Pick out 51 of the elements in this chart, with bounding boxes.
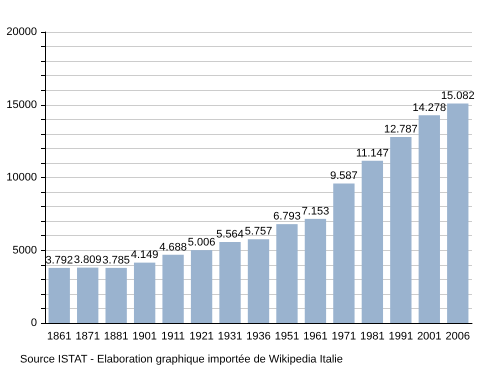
x-tick-label: 1881 (104, 330, 128, 342)
bar (162, 254, 184, 323)
source-note: Source ISTAT - Elaboration graphique importée de Wikipedia Italie (20, 354, 343, 366)
x-tick-label: 1871 (75, 330, 100, 342)
y-tick-label: 20000 (6, 26, 37, 38)
data-label: 7.153 (302, 205, 330, 218)
bar (447, 104, 468, 323)
data-label: 14.278 (412, 102, 446, 114)
x-tick-label: 1936 (246, 330, 271, 342)
data-label: 3.792 (45, 254, 73, 266)
bar (105, 268, 127, 323)
bar (48, 268, 70, 323)
y-tick-label: 0 (30, 317, 37, 329)
x-tick-label: 1951 (274, 330, 300, 342)
data-label: 5.006 (188, 236, 216, 249)
y-tick-label: 5000 (12, 244, 37, 256)
data-label: 6.793 (273, 210, 301, 223)
bar (418, 115, 440, 323)
bar (219, 242, 241, 323)
data-label: 3.809 (74, 254, 102, 266)
x-tick-label: 1901 (132, 330, 157, 342)
bar (190, 250, 212, 323)
data-label: 4.149 (130, 249, 158, 262)
x-tick-label: 2006 (446, 330, 470, 342)
bar (248, 239, 270, 323)
x-tick-label: 1911 (161, 330, 185, 342)
data-label: 4.688 (159, 241, 187, 254)
x-tick-label: 1991 (388, 330, 414, 342)
x-tick-label: 2001 (417, 330, 442, 342)
bar (333, 184, 355, 323)
bar (276, 224, 298, 323)
bar (77, 268, 98, 323)
data-label: 5.564 (216, 228, 244, 241)
data-label: 5.757 (244, 226, 272, 238)
x-tick-label: 1961 (303, 330, 328, 342)
data-label: 12.787 (384, 123, 418, 136)
x-tick-label: 1931 (218, 330, 242, 342)
data-label: 11.147 (356, 147, 389, 160)
data-label: 3.785 (102, 254, 130, 266)
x-tick-label: 1861 (46, 330, 72, 342)
data-label: 15.082 (440, 90, 475, 102)
bar (390, 136, 412, 323)
y-tick-label: 15000 (6, 98, 37, 111)
bar (304, 218, 326, 323)
data-label: 9.587 (330, 170, 358, 182)
x-tick-label: 1971 (332, 330, 356, 342)
x-tick-label: 1921 (189, 330, 214, 342)
y-tick-label: 10000 (6, 172, 37, 184)
x-tick-label: 1981 (360, 330, 385, 342)
bar (362, 160, 384, 323)
bar (134, 262, 156, 323)
